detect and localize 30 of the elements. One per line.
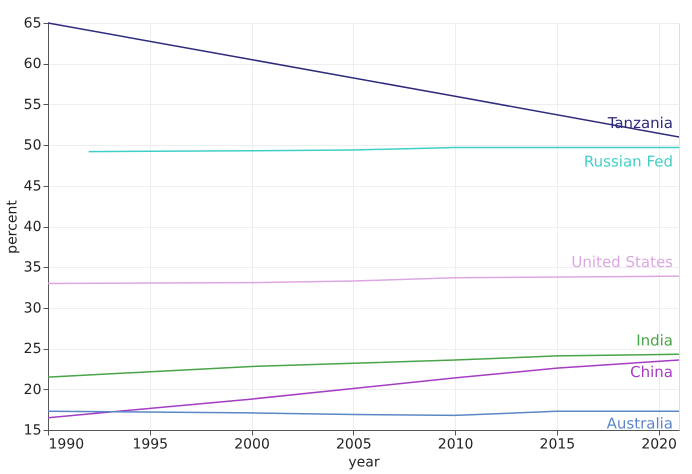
y-tick-label: 50 xyxy=(24,138,42,154)
line-series xyxy=(47,275,680,284)
x-tick-label: 1990 xyxy=(48,436,84,452)
y-tick-label: 20 xyxy=(24,382,42,398)
x-tick-label: 2000 xyxy=(234,436,270,452)
x-tick-label: 2005 xyxy=(336,436,372,452)
line-series xyxy=(47,354,680,378)
y-tick-label: 55 xyxy=(24,96,42,113)
y-tick-label: 65 xyxy=(24,16,42,32)
y-tick-label: 30 xyxy=(24,300,42,316)
line-series xyxy=(47,22,680,138)
series-label: India xyxy=(636,331,673,350)
x-axis-title: year xyxy=(348,454,380,470)
y-tick-label: 40 xyxy=(24,219,42,235)
y-tick-label: 60 xyxy=(24,56,42,72)
y-tick-label: 25 xyxy=(24,341,42,358)
y-tick-label: 35 xyxy=(24,260,42,276)
line-series xyxy=(47,359,680,419)
x-tick-label: 2010 xyxy=(438,436,474,452)
series-label: China xyxy=(630,362,673,381)
series-label: Russian Fed xyxy=(584,152,673,171)
x-tick-label: 2020 xyxy=(641,436,677,452)
series-label: United States xyxy=(571,253,674,272)
x-tick-label: 2015 xyxy=(540,436,576,452)
y-axis-title: percent xyxy=(4,200,21,254)
y-tick-label: 45 xyxy=(24,178,42,194)
series-label: Australia xyxy=(606,414,673,432)
y-tick-label: 15 xyxy=(24,422,42,438)
x-tick-label: 1995 xyxy=(132,436,168,452)
series-label: Tanzania xyxy=(606,114,673,132)
